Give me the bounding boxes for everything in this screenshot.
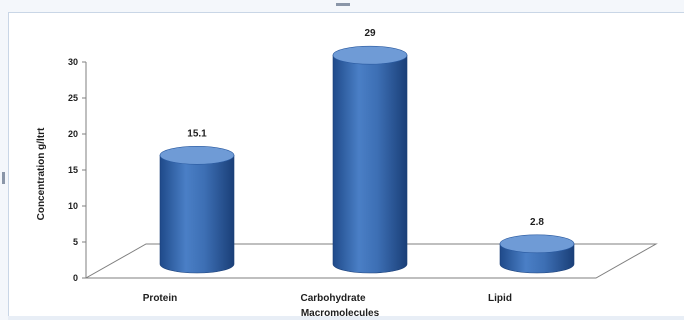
resize-handle-left[interactable] bbox=[2, 172, 5, 184]
data-label: 29 bbox=[364, 28, 376, 39]
window-top-border bbox=[0, 0, 684, 13]
y-axis-title: Concentration g/ltrt bbox=[36, 127, 47, 220]
y-tick-label: 25 bbox=[68, 93, 78, 103]
bar-top bbox=[499, 234, 575, 254]
bar-series bbox=[159, 45, 575, 274]
y-tick-label: 10 bbox=[68, 201, 78, 211]
chart-floor bbox=[84, 243, 658, 279]
y-tick-label: 30 bbox=[68, 57, 78, 67]
bar bbox=[159, 145, 235, 274]
x-tick-label: Protein bbox=[143, 293, 177, 304]
bar-top bbox=[332, 45, 408, 65]
chart-labels: 0 5 10 15 20 25 30 15.1 Protein 29 Carbohydrate 2.8… bbox=[36, 28, 544, 319]
x-tick-label: Carbohydrate bbox=[300, 293, 365, 304]
y-axis bbox=[82, 61, 87, 279]
bar-body bbox=[159, 154, 235, 274]
y-tick-label: 15 bbox=[68, 165, 78, 175]
x-tick-label: Lipid bbox=[488, 293, 512, 304]
y-tick-label: 5 bbox=[73, 237, 78, 247]
y-tick-label: 20 bbox=[68, 129, 78, 139]
floor-outline bbox=[84, 243, 658, 279]
data-label: 2.8 bbox=[530, 217, 544, 228]
data-label: 15.1 bbox=[187, 128, 207, 139]
bar bbox=[332, 45, 408, 274]
x-axis-title: Macromolecules bbox=[301, 308, 380, 319]
bar-body bbox=[332, 54, 408, 274]
window-bottom-border bbox=[8, 316, 684, 320]
y-tick-label: 0 bbox=[73, 273, 78, 283]
bar bbox=[499, 234, 575, 274]
resize-handle-top[interactable] bbox=[336, 3, 350, 6]
bar-top bbox=[159, 145, 235, 165]
window-left-border bbox=[0, 12, 9, 320]
